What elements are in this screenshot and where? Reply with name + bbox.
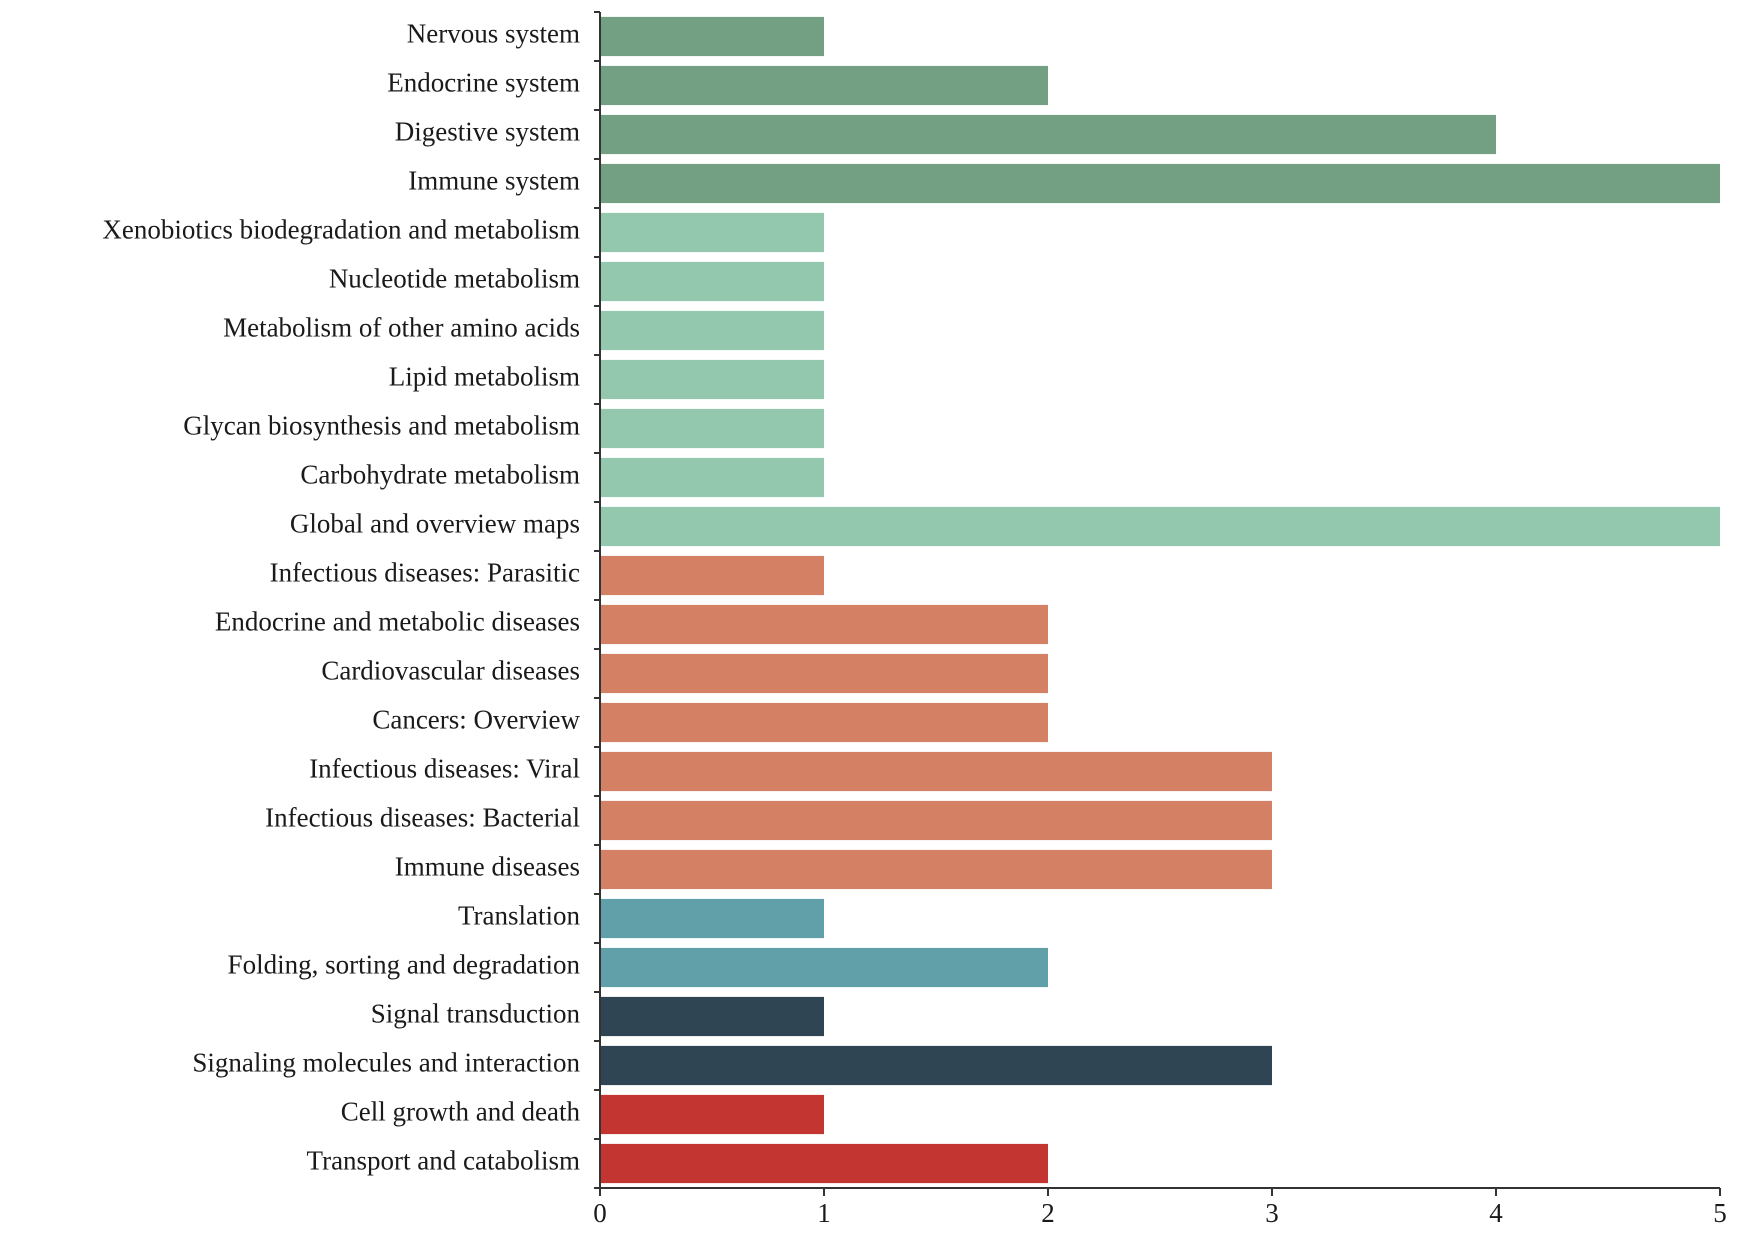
category-label: Folding, sorting and degradation (228, 950, 581, 980)
x-tick-label: 1 (817, 1198, 831, 1228)
bar-signal-transduction (600, 996, 824, 1037)
category-label: Nervous system (407, 19, 580, 49)
category-label: Cell growth and death (341, 1097, 581, 1127)
bar-carbohydrate-metabolism (600, 457, 824, 498)
x-tick-label: 3 (1265, 1198, 1279, 1228)
category-label: Infectious diseases: Viral (309, 754, 580, 784)
bar-folding-sorting-and-degradation (600, 947, 1048, 988)
category-label: Infectious diseases: Parasitic (270, 558, 580, 588)
category-label: Cancers: Overview (372, 705, 580, 735)
bar-glycan-biosynthesis-and-metabolism (600, 408, 824, 449)
bar-xenobiotics-biodegradation-and-metabolism (600, 212, 824, 253)
x-tick-label: 2 (1041, 1198, 1055, 1228)
bar-infectious-diseases-viral (600, 751, 1272, 792)
category-label: Signal transduction (371, 999, 581, 1029)
category-label: Digestive system (395, 117, 580, 147)
category-label: Immune system (408, 166, 580, 196)
bar-endocrine-and-metabolic-diseases (600, 604, 1048, 645)
category-label: Signaling molecules and interaction (192, 1048, 580, 1078)
category-label: Lipid metabolism (389, 362, 580, 392)
bar-cell-growth-and-death (600, 1094, 824, 1135)
category-label: Endocrine system (387, 68, 580, 98)
bar-infectious-diseases-bacterial (600, 800, 1272, 841)
bar-endocrine-system (600, 65, 1048, 106)
bar-cardiovascular-diseases (600, 653, 1048, 694)
bar-digestive-system (600, 114, 1496, 155)
category-label: Transport and catabolism (307, 1146, 580, 1176)
category-label: Cardiovascular diseases (321, 656, 580, 686)
category-label: Immune diseases (395, 852, 580, 882)
category-label: Global and overview maps (290, 509, 580, 539)
bar-nervous-system (600, 16, 824, 57)
bar-metabolism-of-other-amino-acids (600, 310, 824, 351)
bar-cancers-overview (600, 702, 1048, 743)
category-label: Carbohydrate metabolism (300, 460, 580, 490)
x-tick-label: 0 (593, 1198, 607, 1228)
bar-translation (600, 898, 824, 939)
x-tick-label: 5 (1713, 1198, 1727, 1228)
category-label: Endocrine and metabolic diseases (215, 607, 580, 637)
category-label: Xenobiotics biodegradation and metabolis… (102, 215, 580, 245)
bar-nucleotide-metabolism (600, 261, 824, 302)
bar-signaling-molecules-and-interaction (600, 1045, 1272, 1086)
bar-immune-system (600, 163, 1720, 204)
category-label: Metabolism of other amino acids (223, 313, 580, 343)
category-label: Glycan biosynthesis and metabolism (183, 411, 580, 441)
bar-global-and-overview-maps (600, 506, 1720, 547)
category-label: Infectious diseases: Bacterial (265, 803, 580, 833)
x-tick-label: 4 (1489, 1198, 1503, 1228)
bar-immune-diseases (600, 849, 1272, 890)
bar-transport-and-catabolism (600, 1143, 1048, 1184)
bar-lipid-metabolism (600, 359, 824, 400)
category-label: Nucleotide metabolism (329, 264, 580, 294)
bar-infectious-diseases-parasitic (600, 555, 824, 596)
category-label: Translation (458, 901, 581, 931)
